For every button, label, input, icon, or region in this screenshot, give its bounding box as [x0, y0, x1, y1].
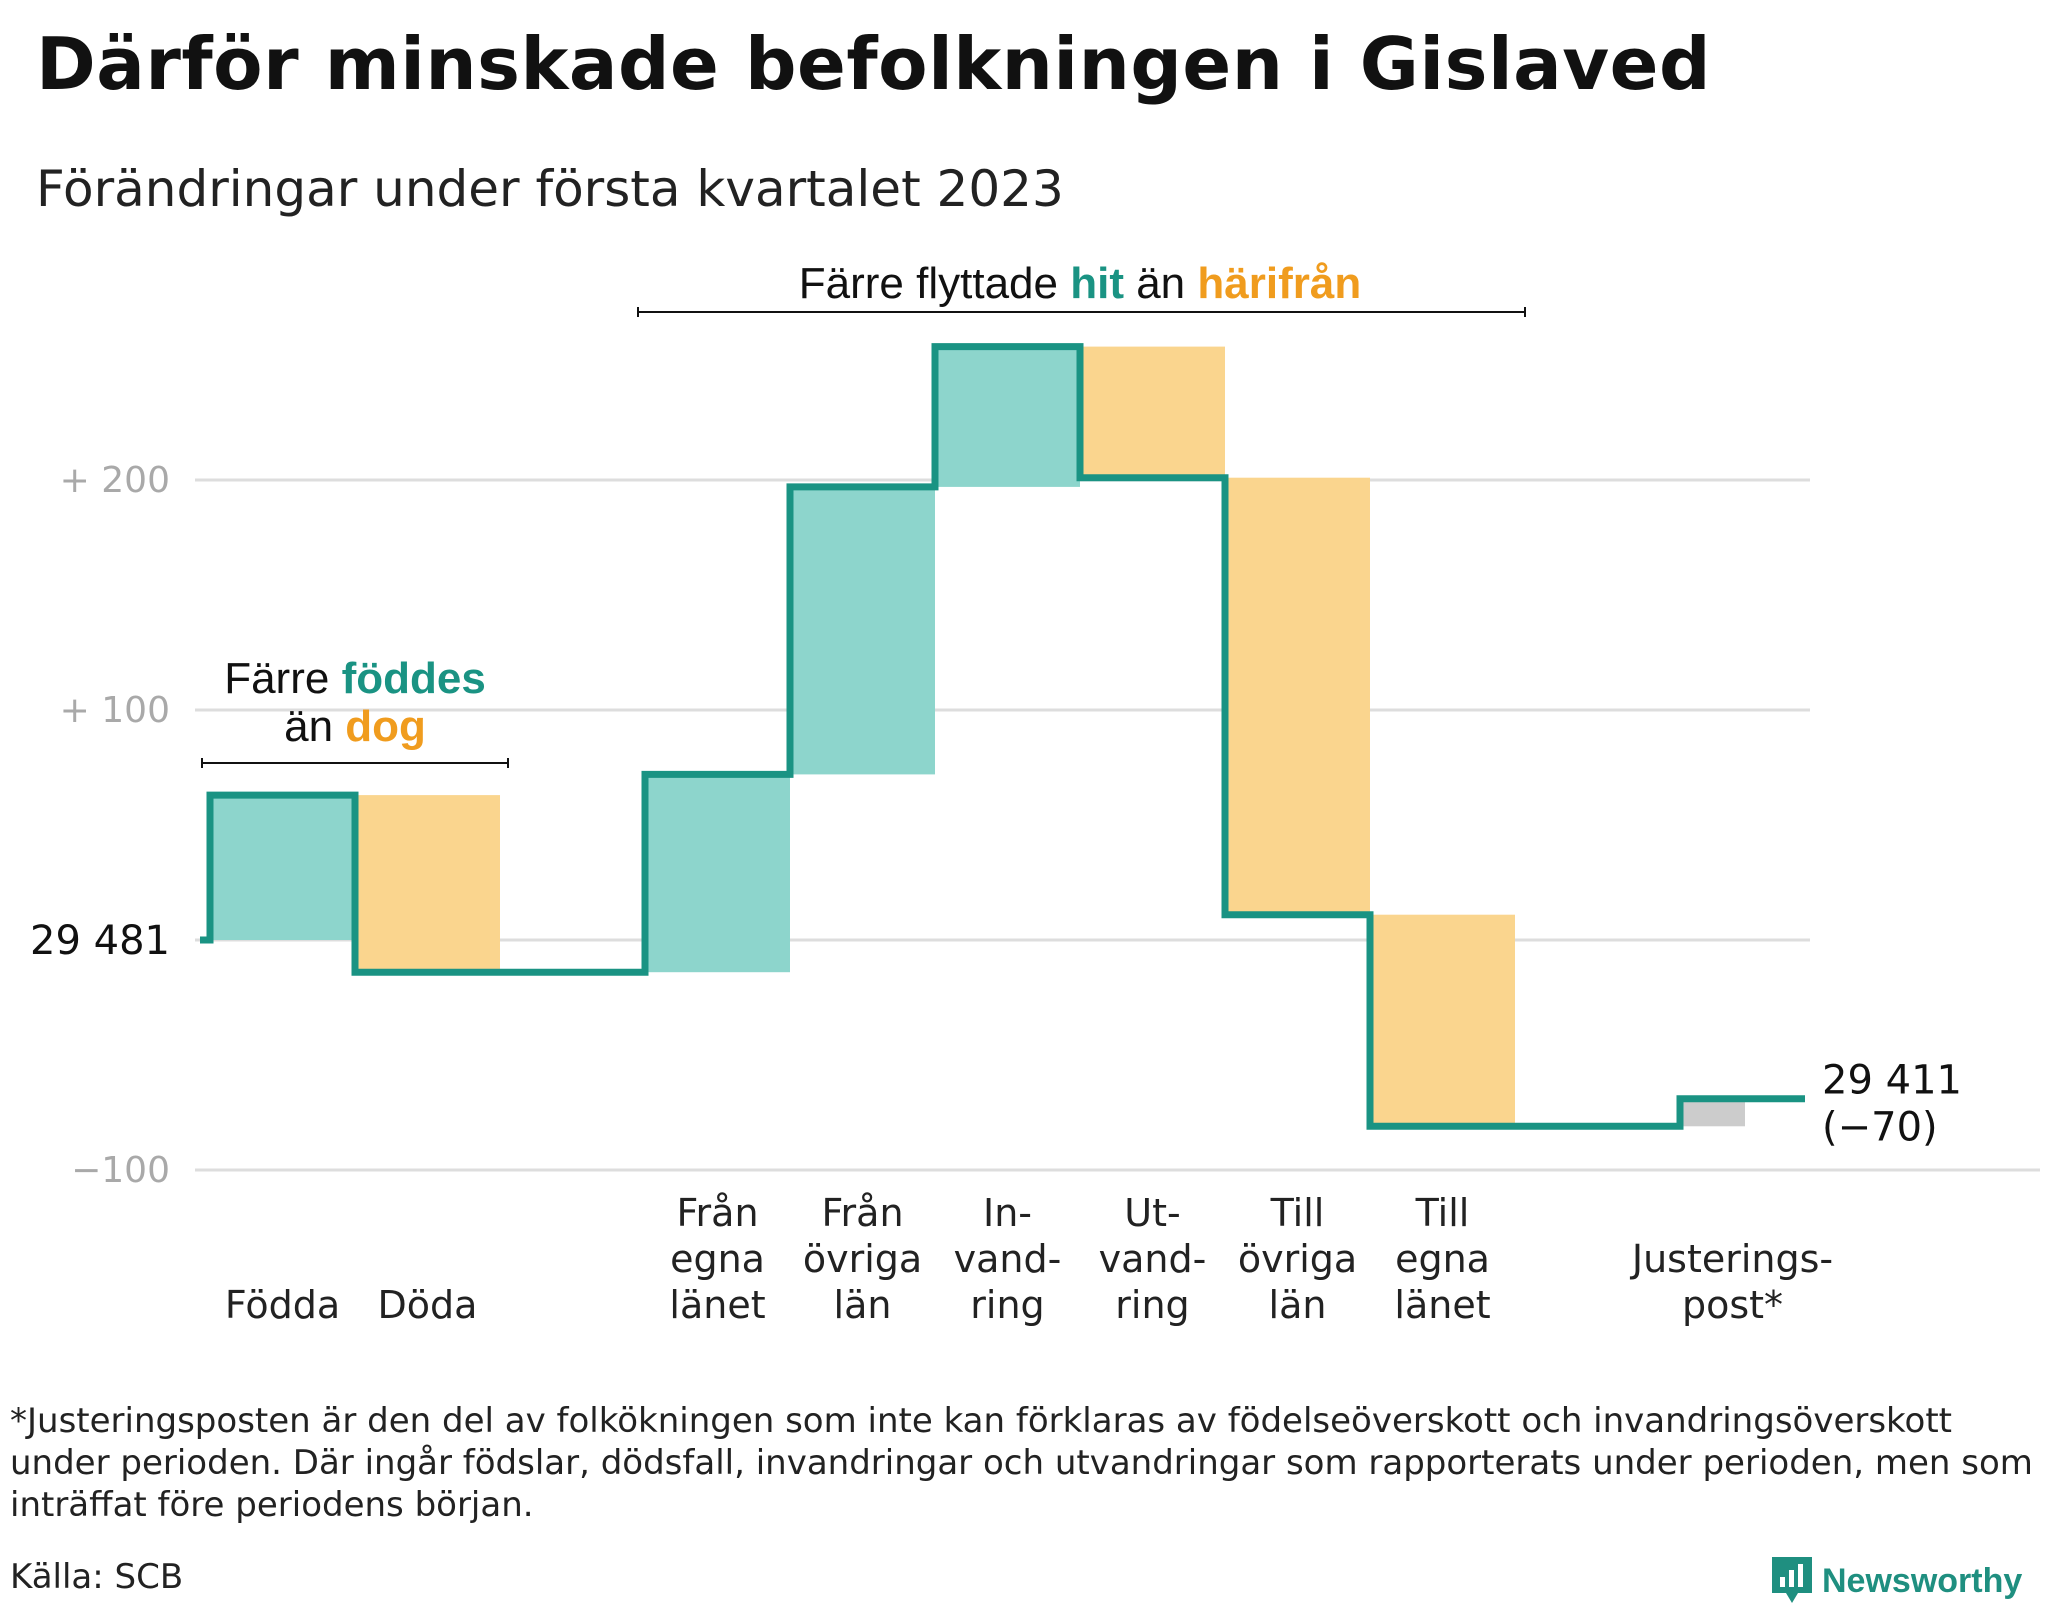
annotation-text: än dog: [284, 702, 426, 751]
annotation-part: föddes: [342, 654, 486, 703]
bar-4: [790, 486, 935, 775]
annotation-part: Färre: [224, 654, 341, 703]
end-value-label: 29 411: [1822, 1058, 1962, 1104]
y-tick-label: −100: [71, 1150, 170, 1191]
bar-5: [935, 346, 1080, 487]
category-label: Justerings-: [1630, 1237, 1833, 1281]
category-label: In-: [983, 1191, 1032, 1235]
category-label: länet: [1394, 1283, 1490, 1327]
annotation-part: dog: [345, 702, 426, 751]
annotation-text: Färre föddes: [224, 654, 486, 703]
annotation-part: hit: [1070, 259, 1124, 308]
category-label: Från: [821, 1191, 903, 1235]
source-note: Källa: SCB: [10, 1557, 184, 1597]
y-tick-label: + 200: [60, 460, 170, 501]
chart-subtitle: Förändringar under första kvartalet 2023: [36, 160, 1064, 218]
step-line-layer: [200, 343, 1805, 1130]
category-label: ring: [1115, 1283, 1189, 1327]
category-label: Ut-: [1124, 1191, 1180, 1235]
category-label: övriga: [803, 1237, 922, 1281]
category-label: ring: [970, 1283, 1044, 1327]
category-label: egna: [670, 1237, 765, 1281]
category-label: vand-: [1099, 1237, 1207, 1281]
category-label: egna: [1395, 1237, 1490, 1281]
bar-1: [355, 795, 500, 973]
annotation-part: Färre flyttade: [799, 259, 1070, 308]
category-label: Från: [676, 1191, 758, 1235]
bar-7: [1225, 477, 1370, 915]
annotation-text: Färre flyttade hit än härifrån: [799, 259, 1361, 308]
bar-8: [1370, 914, 1515, 1127]
chart-title: Därför minskade befolkningen i Gislaved: [36, 22, 1712, 106]
category-label: Till: [1270, 1191, 1325, 1235]
category-label: vand-: [954, 1237, 1062, 1281]
newsworthy-chart-bubble-icon: [1772, 1557, 1812, 1603]
category-label: län: [834, 1283, 892, 1327]
annotation-part: än: [284, 702, 345, 751]
bars-layer: [210, 346, 1745, 1127]
bar-3: [645, 774, 790, 973]
category-label: post*: [1682, 1283, 1783, 1327]
footnote: *Justeringsposten är den del av folkökni…: [10, 1401, 2033, 1525]
bar-6: [1080, 346, 1225, 478]
population-step-line: [200, 343, 1805, 1130]
end-change-label: (−70): [1822, 1105, 1938, 1151]
bar-10: [1680, 1098, 1745, 1127]
y-tick-label: + 100: [60, 690, 170, 731]
annotation-part: än: [1124, 259, 1197, 308]
category-label: länet: [669, 1283, 765, 1327]
category-label: Till: [1415, 1191, 1470, 1235]
category-label: övriga: [1238, 1237, 1357, 1281]
brand-name: Newsworthy: [1822, 1561, 2023, 1600]
bar-0: [210, 795, 355, 940]
start-value-label: 29 481: [30, 918, 170, 964]
annotation-part: härifrån: [1197, 259, 1361, 308]
category-label: län: [1269, 1283, 1327, 1327]
category-label: Döda: [378, 1283, 478, 1327]
category-label: Födda: [225, 1283, 340, 1327]
brand-logo: Newsworthy: [1772, 1556, 2022, 1606]
